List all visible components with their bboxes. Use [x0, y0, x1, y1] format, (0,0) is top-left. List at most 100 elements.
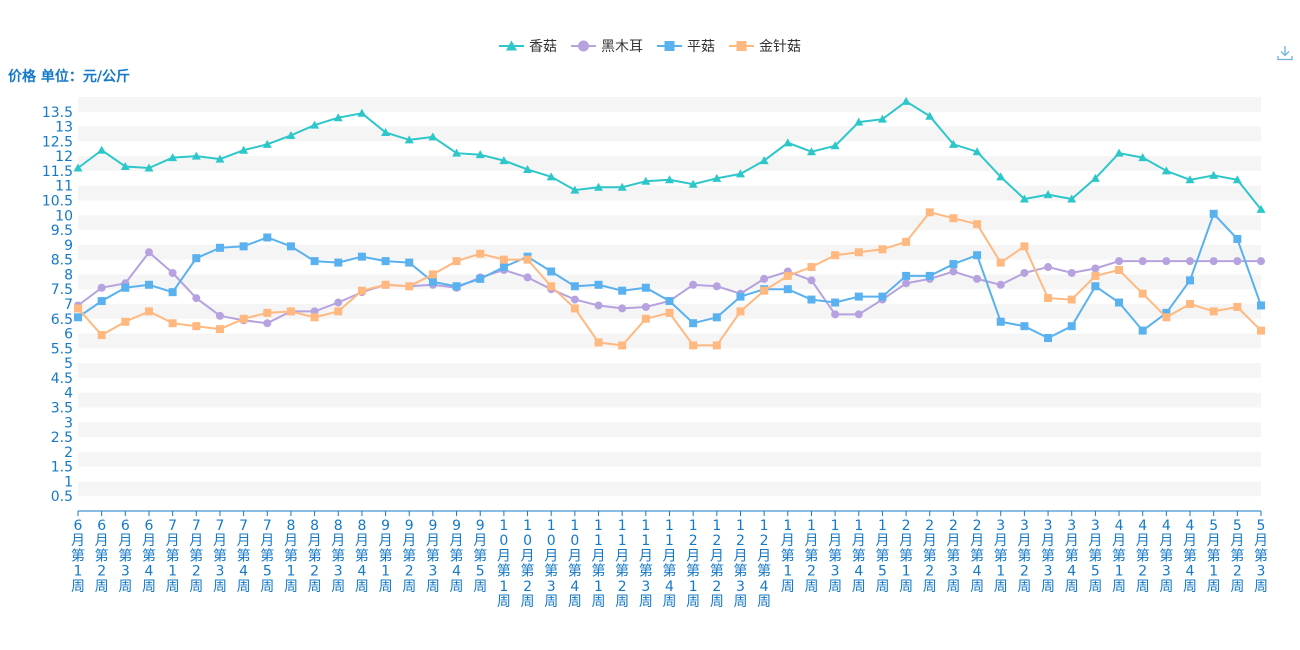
- data-point: [192, 322, 201, 331]
- data-point: [215, 325, 224, 334]
- x-tick-label: 3 月第 2 周: [1017, 518, 1031, 595]
- legend-item[interactable]: 香菇: [499, 36, 557, 56]
- data-point: [144, 163, 154, 172]
- data-point: [1138, 257, 1147, 266]
- data-point: [736, 292, 745, 301]
- data-point: [1020, 322, 1029, 331]
- data-point: [1114, 148, 1124, 157]
- data-point: [357, 108, 367, 117]
- data-point: [712, 341, 721, 350]
- data-point: [499, 255, 508, 264]
- legend-item[interactable]: 金针菇: [729, 36, 801, 56]
- x-tick-label: 1 0 月第 3 周: [544, 518, 558, 610]
- data-point: [120, 161, 130, 170]
- data-point: [1020, 242, 1029, 251]
- data-point: [1209, 209, 1218, 218]
- y-axis: 0.511.522.533.544.555.566.577.588.599.51…: [42, 105, 73, 505]
- data-point: [263, 319, 272, 328]
- data-point: [641, 302, 650, 311]
- data-point: [1020, 268, 1029, 277]
- data-point: [1091, 271, 1100, 280]
- legend-swatch: [571, 40, 596, 52]
- grid-band: [78, 156, 1261, 171]
- data-point: [381, 127, 391, 136]
- y-tick-label: 1: [64, 474, 73, 490]
- data-point: [570, 295, 579, 304]
- data-point: [1090, 173, 1100, 182]
- legend-swatch: [729, 41, 754, 51]
- data-point: [665, 308, 674, 317]
- grid-band: [78, 244, 1261, 260]
- y-tick-label: 13: [55, 120, 73, 136]
- y-tick-label: 8.5: [51, 253, 73, 269]
- data-point: [310, 257, 319, 266]
- data-point: [239, 242, 248, 251]
- data-point: [949, 260, 958, 269]
- y-tick-label: 5.5: [51, 341, 73, 357]
- data-point: [949, 267, 958, 276]
- data-point: [191, 151, 201, 160]
- data-point: [831, 298, 840, 307]
- x-tick-label: 7 月第 1 周: [166, 518, 180, 595]
- download-icon[interactable]: [1276, 44, 1294, 62]
- x-tick-label: 7 月第 5 周: [260, 518, 274, 595]
- data-point: [1138, 326, 1147, 335]
- data-point: [168, 268, 177, 277]
- legend-label: 香菇: [529, 39, 557, 55]
- x-tick-label: 2 月第 4 周: [970, 518, 984, 595]
- data-point: [1233, 257, 1242, 266]
- data-point: [1257, 301, 1265, 310]
- data-point: [73, 163, 83, 172]
- data-point: [854, 292, 863, 301]
- data-point: [594, 182, 604, 191]
- y-tick-label: 9.5: [51, 223, 73, 239]
- data-point: [286, 130, 296, 139]
- data-point: [547, 282, 556, 291]
- grid-band: [78, 422, 1261, 438]
- data-point: [334, 258, 343, 267]
- data-point: [192, 254, 201, 263]
- data-point: [1162, 257, 1171, 266]
- data-point: [1019, 194, 1029, 203]
- data-point: [1233, 302, 1242, 311]
- data-point: [1209, 170, 1219, 179]
- data-point: [74, 313, 82, 322]
- chart-legend: 香菇 黑木耳 平菇 金针菇: [0, 36, 1300, 56]
- x-tick-label: 5 月第 2 周: [1230, 518, 1244, 595]
- y-tick-label: 11.5: [42, 164, 73, 180]
- data-point: [783, 271, 792, 280]
- y-tick-label: 4: [64, 386, 73, 402]
- data-point: [830, 141, 840, 150]
- x-tick-label: 1 月第 1 周: [781, 518, 795, 595]
- data-point: [878, 245, 887, 254]
- data-point: [144, 280, 153, 289]
- x-tick-label: 2 月第 1 周: [899, 518, 913, 595]
- data-point: [168, 319, 177, 328]
- data-point: [973, 274, 982, 283]
- data-point: [1256, 204, 1266, 213]
- data-point: [996, 317, 1005, 326]
- data-point: [831, 310, 840, 319]
- y-tick-label: 3.5: [51, 401, 73, 417]
- legend-item[interactable]: 黑木耳: [571, 36, 643, 56]
- data-point: [1161, 166, 1171, 175]
- data-point: [452, 257, 461, 266]
- y-tick-label: 5: [64, 356, 73, 372]
- data-point: [807, 295, 816, 304]
- data-point: [902, 279, 911, 288]
- y-tick-label: 7.5: [51, 282, 73, 298]
- data-point: [1067, 268, 1076, 277]
- data-point: [286, 307, 295, 316]
- data-point: [97, 331, 106, 340]
- grid-band: [78, 126, 1261, 142]
- x-tick-label: 1 2 月第 4 周: [757, 518, 771, 610]
- x-tick-label: 5 月第 3 周: [1254, 518, 1268, 595]
- y-tick-label: 6: [64, 327, 73, 343]
- legend-item[interactable]: 平菇: [657, 36, 715, 56]
- data-point: [381, 257, 390, 266]
- x-tick-label: 6 月第 1 周: [71, 518, 85, 595]
- data-point: [1209, 257, 1218, 266]
- data-point: [1044, 334, 1053, 343]
- data-point: [1233, 234, 1242, 243]
- data-point: [594, 338, 603, 347]
